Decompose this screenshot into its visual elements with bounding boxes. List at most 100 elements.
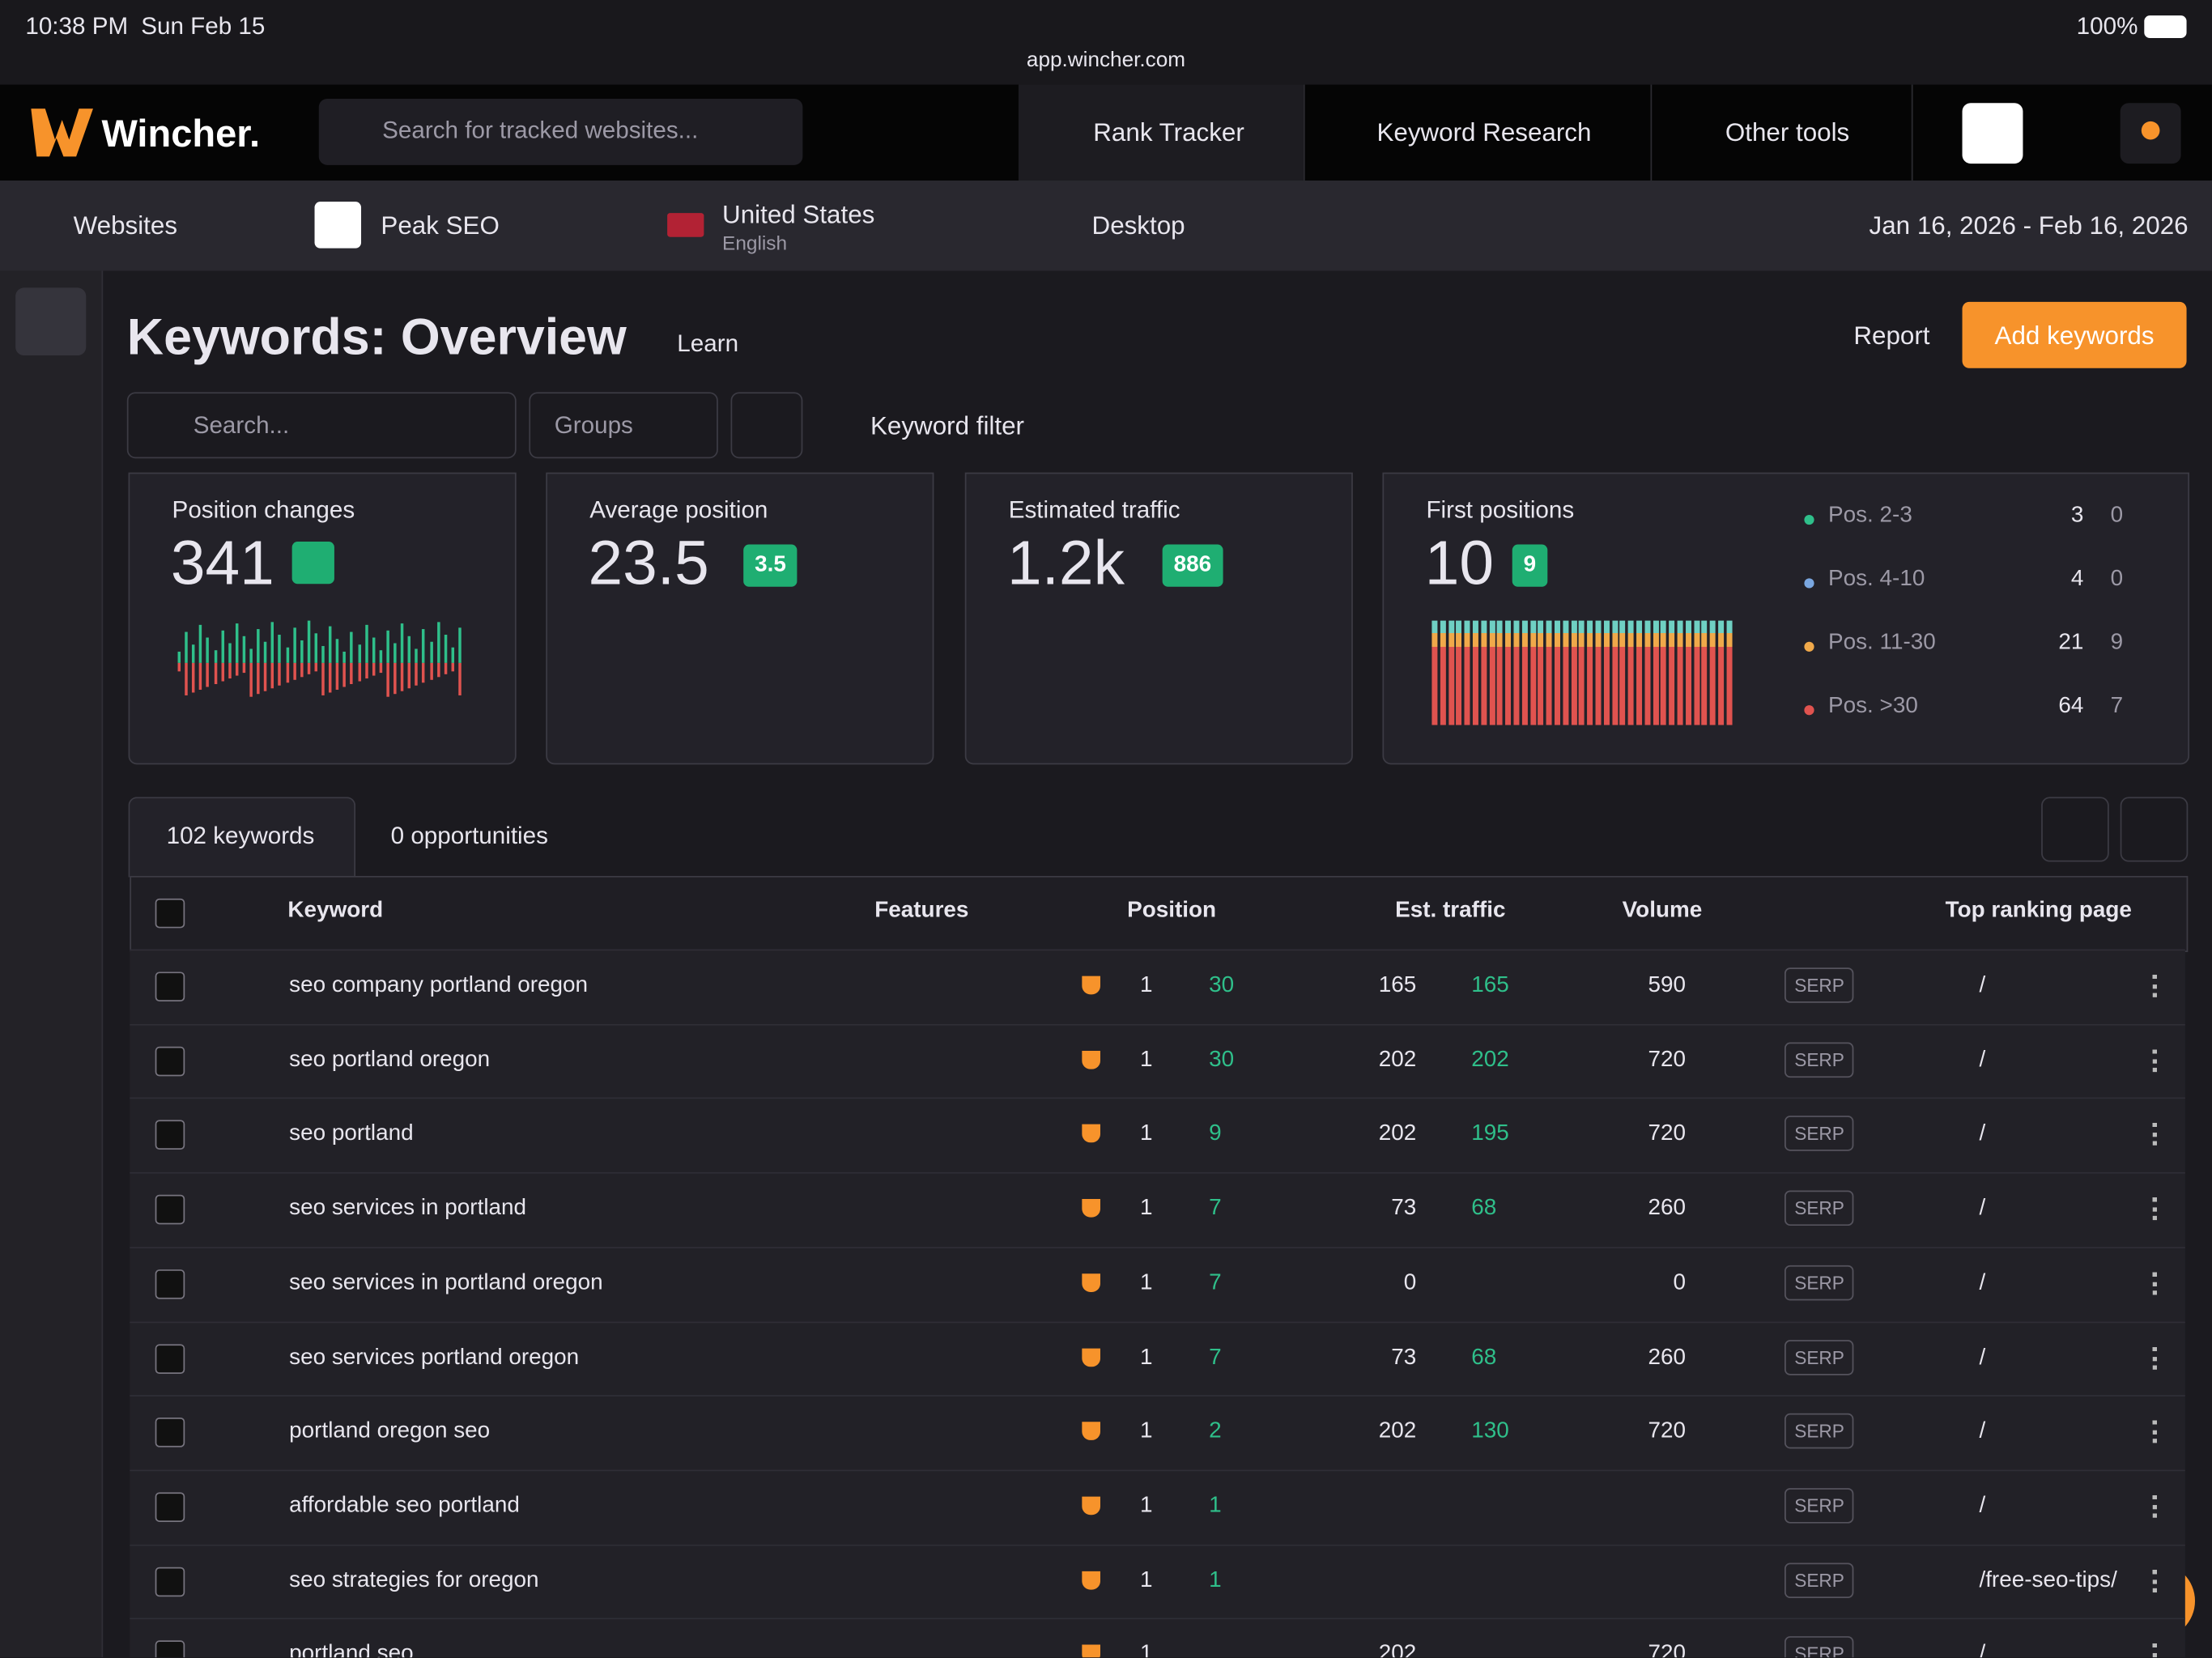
checkbox[interactable] [155, 1269, 185, 1299]
keyword-filter[interactable]: Keyword filter [870, 411, 1024, 440]
spark [335, 639, 339, 663]
spark [393, 643, 397, 663]
stack-bar [1505, 620, 1512, 725]
serp-button[interactable]: SERP [1784, 1636, 1855, 1658]
card [546, 472, 934, 765]
spark [415, 648, 419, 663]
site-search[interactable] [318, 98, 803, 165]
groups-select[interactable] [529, 392, 718, 459]
stack-bar [1636, 620, 1643, 725]
favorite-filter[interactable] [730, 392, 803, 459]
tab-active[interactable] [128, 797, 356, 878]
traffic: 202 [1378, 1419, 1417, 1443]
table-row [130, 1469, 2185, 1545]
spark [444, 662, 447, 674]
rank-tracker-tab[interactable] [1018, 84, 1304, 181]
menu-item[interactable]: Rank Tracker [1093, 118, 1244, 147]
position-change: 7 [1209, 1270, 1222, 1295]
sidebar-active[interactable] [15, 287, 87, 356]
sidebar [0, 270, 104, 1658]
download-button[interactable] [2041, 797, 2109, 862]
traffic: 165 [1378, 973, 1417, 997]
stack-bar [1644, 620, 1651, 725]
keyword: portland oregon seo [289, 1419, 491, 1443]
avatar[interactable] [1962, 103, 2023, 164]
serp-button[interactable]: SERP [1784, 967, 1855, 1003]
add-keywords-button[interactable] [1962, 301, 2187, 368]
report[interactable]: Report [1853, 321, 1930, 351]
table-row [130, 1544, 2185, 1619]
checkbox[interactable] [155, 971, 185, 1002]
checkbox[interactable] [155, 1046, 185, 1076]
legend-count: 64 [2058, 694, 2084, 718]
serp-button[interactable]: SERP [1784, 1414, 1855, 1449]
menu-dots[interactable] [2152, 1420, 2161, 1443]
legend-dot [1804, 705, 1814, 716]
checkbox[interactable] [155, 1418, 185, 1448]
serp-button[interactable]: SERP [1784, 1487, 1855, 1524]
spark [329, 626, 332, 663]
card-value: 341 [170, 529, 274, 598]
keyword: seo portland oregon [289, 1047, 491, 1072]
serp-button[interactable]: SERP [1784, 1339, 1855, 1375]
menu-item[interactable]: Other tools [1725, 118, 1850, 147]
column-header[interactable]: Keyword [287, 898, 384, 923]
menu-dots[interactable] [2152, 1123, 2161, 1146]
menu-dots[interactable] [2152, 1272, 2161, 1295]
column-header[interactable]: Position [1127, 898, 1217, 923]
serp-button[interactable]: SERP [1784, 1562, 1855, 1598]
crumb[interactable]: Peak SEO [381, 211, 500, 240]
spark [199, 662, 202, 690]
learn[interactable]: Learn [677, 329, 739, 357]
column-header[interactable]: Features [874, 898, 969, 923]
stack-bar [1653, 620, 1659, 725]
traffic: 202 [1378, 1047, 1417, 1072]
menu-dots[interactable] [2152, 1048, 2161, 1072]
spark [321, 645, 325, 663]
spark [314, 633, 317, 663]
checkbox[interactable] [155, 1343, 185, 1374]
top-page: / [1979, 1196, 1986, 1221]
column-header[interactable]: Top ranking page [1945, 898, 2132, 923]
spark [350, 662, 354, 685]
serp-button[interactable]: SERP [1784, 1265, 1855, 1301]
checkbox[interactable] [155, 1194, 185, 1225]
volume: 0 [1673, 1270, 1687, 1295]
spark [379, 662, 382, 674]
serp-button[interactable]: SERP [1784, 1116, 1855, 1152]
menu-dots[interactable] [2152, 1569, 2161, 1592]
traffic-change: 165 [1471, 973, 1509, 997]
volume: 590 [1648, 973, 1687, 997]
spark [206, 662, 210, 687]
position: 1 [1139, 1419, 1153, 1443]
menu-dots[interactable] [2152, 1346, 2161, 1369]
keyword: seo portland [289, 1121, 414, 1146]
table-row [130, 1395, 2185, 1470]
tab[interactable]: 0 opportunities [390, 822, 548, 849]
column-header[interactable]: Volume [1622, 898, 1703, 923]
menu-item[interactable]: Keyword Research [1376, 118, 1592, 147]
crumb[interactable]: Websites [73, 211, 178, 240]
spark [429, 662, 433, 680]
menu-dots[interactable] [2152, 1494, 2161, 1518]
date-range[interactable]: Jan 16, 2026 - Feb 16, 2026 [1869, 211, 2189, 240]
crumb[interactable]: United States [722, 200, 875, 229]
menu-dots[interactable] [2152, 1197, 2161, 1221]
spark [364, 624, 368, 663]
checkbox[interactable] [155, 1492, 185, 1522]
serp-button[interactable]: SERP [1784, 1190, 1855, 1226]
tab[interactable]: 102 keywords [166, 822, 315, 849]
menu-dots[interactable] [2152, 974, 2161, 997]
settings-button[interactable] [2120, 797, 2189, 862]
menu-dots[interactable] [2152, 1643, 2161, 1658]
crumb[interactable]: Desktop [1091, 211, 1185, 240]
checkbox[interactable] [155, 1640, 185, 1658]
checkbox[interactable] [155, 1120, 185, 1150]
spark [242, 662, 245, 674]
serp-button[interactable]: SERP [1784, 1042, 1855, 1078]
checkbox[interactable] [155, 1566, 185, 1596]
position: 1 [1139, 1270, 1153, 1295]
column-header[interactable]: Est. traffic [1395, 898, 1506, 923]
keyword-search[interactable] [126, 392, 517, 459]
